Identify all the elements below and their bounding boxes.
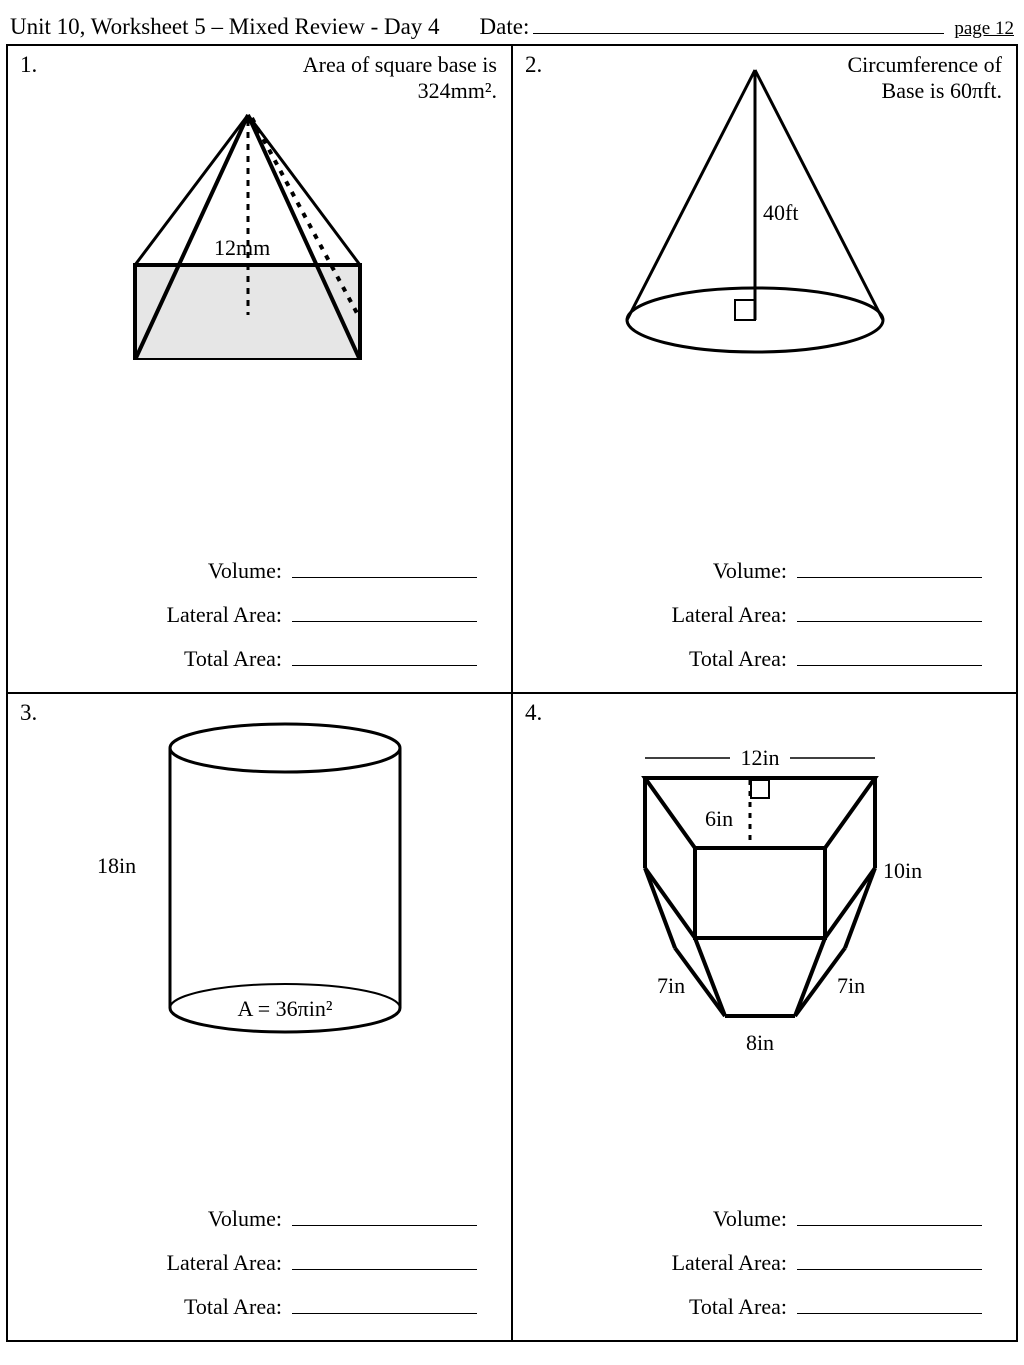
- answer-label: Lateral Area:: [527, 602, 797, 628]
- trapezoidal-prism-figure: 12in: [575, 708, 955, 1078]
- answer-block: Volume: Lateral Area: Total Area:: [22, 1188, 497, 1326]
- dim-label: 12mm: [214, 235, 270, 260]
- answer-row: Volume:: [22, 1202, 477, 1232]
- answer-blank[interactable]: [797, 598, 982, 622]
- answer-label: Volume:: [527, 558, 797, 584]
- info-line: Base is 60πft.: [882, 78, 1002, 103]
- problem-4: 4. 12in: [512, 693, 1017, 1341]
- answer-label: Total Area:: [527, 646, 797, 672]
- answer-blank[interactable]: [797, 1202, 982, 1226]
- answer-row: Total Area:: [22, 642, 477, 672]
- answer-blank[interactable]: [797, 1290, 982, 1314]
- figure-wrap: 18in A = 36πin²: [22, 708, 497, 1188]
- answer-blank[interactable]: [292, 642, 477, 666]
- pyramid-on-box-figure: 12mm: [100, 60, 420, 360]
- answer-row: Lateral Area:: [22, 1246, 477, 1276]
- figure-wrap: 12mm: [22, 60, 497, 540]
- answer-blank[interactable]: [292, 554, 477, 578]
- problem-grid: 1. Area of square base is 324mm².: [6, 44, 1018, 1342]
- dim-label: 40ft: [763, 200, 798, 225]
- answer-blank[interactable]: [797, 554, 982, 578]
- height-label: 18in: [97, 853, 136, 878]
- problem-info: Area of square base is 324mm².: [303, 52, 497, 103]
- answer-row: Volume:: [22, 554, 477, 584]
- problem-info: Circumference of Base is 60πft.: [847, 52, 1002, 103]
- slant-left-label: 7in: [657, 973, 685, 998]
- answer-label: Lateral Area:: [22, 1250, 292, 1276]
- figure-wrap: 40ft: [527, 60, 1002, 540]
- info-line: 324mm².: [418, 78, 497, 103]
- answer-row: Volume:: [527, 554, 982, 584]
- problem-number: 1.: [20, 52, 37, 78]
- problem-number: 3.: [20, 700, 37, 726]
- answer-blank[interactable]: [292, 1290, 477, 1314]
- worksheet-page: Unit 10, Worksheet 5 – Mixed Review - Da…: [0, 0, 1024, 1365]
- answer-row: Lateral Area:: [22, 598, 477, 628]
- problem-number: 2.: [525, 52, 542, 78]
- answer-blank[interactable]: [292, 598, 477, 622]
- worksheet-title: Unit 10, Worksheet 5 – Mixed Review - Da…: [10, 14, 440, 40]
- cylinder-figure: 18in A = 36πin²: [95, 708, 425, 1048]
- answer-label: Volume:: [22, 558, 292, 584]
- answer-label: Total Area:: [22, 646, 292, 672]
- problem-2: 2. Circumference of Base is 60πft. 40ft: [512, 45, 1017, 693]
- answer-blank[interactable]: [797, 1246, 982, 1270]
- problem-3: 3. 18in A = 36πin² Volume: Lateral Area:…: [7, 693, 512, 1341]
- answer-blank[interactable]: [292, 1246, 477, 1270]
- answer-blank[interactable]: [797, 642, 982, 666]
- answer-block: Volume: Lateral Area: Total Area:: [527, 540, 1002, 678]
- info-line: Area of square base is: [303, 52, 497, 77]
- answer-blank[interactable]: [292, 1202, 477, 1226]
- answer-row: Total Area:: [527, 1290, 982, 1320]
- answer-row: Total Area:: [527, 642, 982, 672]
- page-number: page 12: [954, 18, 1014, 40]
- answer-label: Volume:: [22, 1206, 292, 1232]
- top-label: 12in: [740, 745, 779, 770]
- answer-row: Volume:: [527, 1202, 982, 1232]
- date-blank-line[interactable]: [533, 8, 944, 34]
- answer-row: Total Area:: [22, 1290, 477, 1320]
- problem-number: 4.: [525, 700, 542, 726]
- base-area-label: A = 36πin²: [237, 996, 332, 1021]
- figure-wrap: 12in: [527, 708, 1002, 1188]
- answer-block: Volume: Lateral Area: Total Area:: [527, 1188, 1002, 1326]
- h-label: 6in: [705, 806, 733, 831]
- slant-right-label: 7in: [837, 973, 865, 998]
- answer-label: Total Area:: [527, 1294, 797, 1320]
- answer-label: Total Area:: [22, 1294, 292, 1320]
- answer-row: Lateral Area:: [527, 598, 982, 628]
- page-header: Unit 10, Worksheet 5 – Mixed Review - Da…: [0, 0, 1024, 44]
- date-label: Date:: [480, 14, 530, 40]
- answer-label: Lateral Area:: [22, 602, 292, 628]
- answer-label: Volume:: [527, 1206, 797, 1232]
- answer-label: Lateral Area:: [527, 1250, 797, 1276]
- problem-1: 1. Area of square base is 324mm².: [7, 45, 512, 693]
- info-line: Circumference of: [847, 52, 1002, 77]
- answer-block: Volume: Lateral Area: Total Area:: [22, 540, 497, 678]
- right-label: 10in: [883, 858, 922, 883]
- cone-figure: 40ft: [615, 60, 915, 360]
- bottom-label: 8in: [745, 1030, 773, 1055]
- answer-row: Lateral Area:: [527, 1246, 982, 1276]
